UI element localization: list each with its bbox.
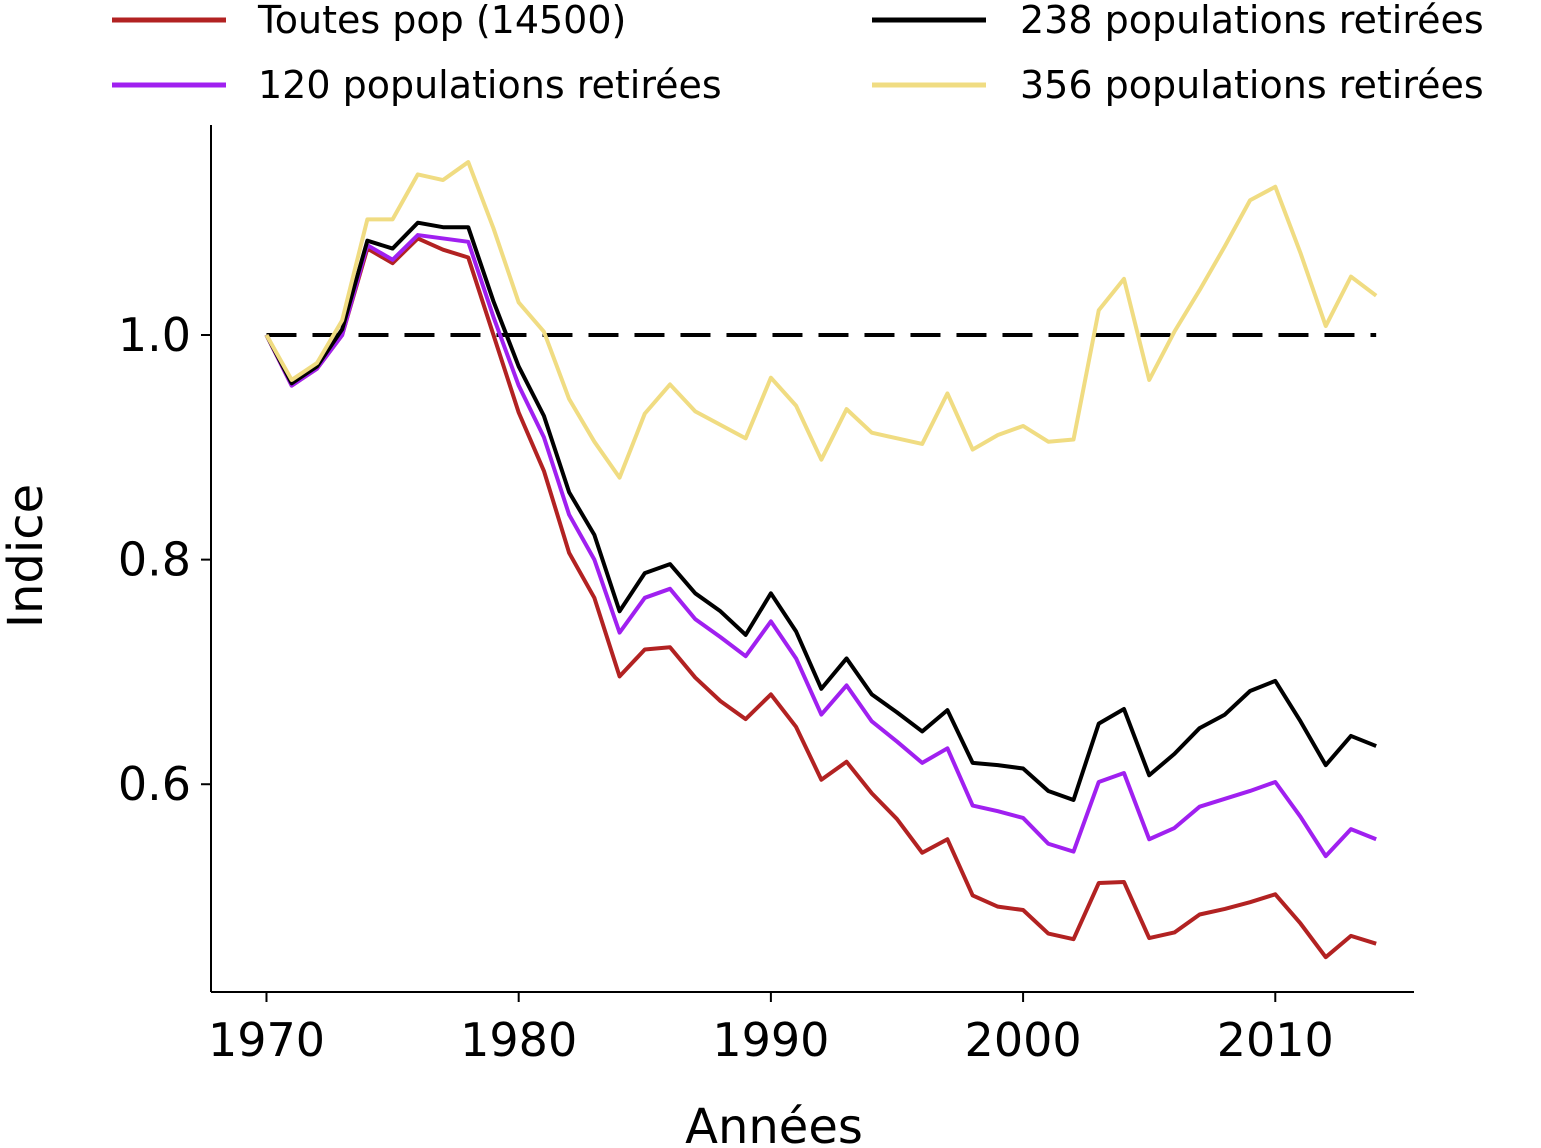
legend: Toutes pop (14500) 120 populations retir… bbox=[112, 0, 1484, 107]
series-group bbox=[264, 160, 1378, 960]
series-line-238-populations-retir-es bbox=[264, 220, 1377, 802]
x-tick-label-2000: 2000 bbox=[965, 1013, 1082, 1067]
x-tick-label-1990: 1990 bbox=[712, 1013, 829, 1067]
x-tick-label-1970: 1970 bbox=[208, 1013, 325, 1067]
y-tick-label-0.8: 0.8 bbox=[118, 533, 191, 587]
legend-item-120-retirees: 120 populations retirées bbox=[112, 63, 722, 107]
series-line-120-populations-retir-es bbox=[264, 233, 1377, 859]
legend-item-238-retirees: 238 populations retirées bbox=[872, 0, 1484, 42]
x-tick-label-2010: 2010 bbox=[1217, 1013, 1334, 1067]
legend-item-toutes-pop: Toutes pop (14500) bbox=[112, 0, 626, 42]
y-axis-ticks: 0.6 0.8 1.0 bbox=[118, 308, 211, 811]
series-line-toutes-pop-14500 bbox=[264, 236, 1377, 960]
y-tick-label-1.0: 1.0 bbox=[118, 308, 191, 362]
legend-label-toutes-pop: Toutes pop (14500) bbox=[257, 0, 626, 42]
x-axis-ticks: 1970 1980 1990 2000 2010 bbox=[208, 992, 1334, 1067]
legend-label-120-retirees: 120 populations retirées bbox=[258, 63, 722, 107]
x-axis-label: Années bbox=[685, 1099, 863, 1148]
legend-label-238-retirees: 238 populations retirées bbox=[1020, 0, 1484, 42]
legend-item-356-retirees: 356 populations retirées bbox=[872, 63, 1484, 107]
y-tick-label-0.6: 0.6 bbox=[118, 757, 191, 811]
x-tick-label-1980: 1980 bbox=[460, 1013, 577, 1067]
series-line-356-populations-retir-es bbox=[264, 160, 1378, 480]
y-axis-label: Indice bbox=[0, 484, 54, 628]
legend-label-356-retirees: 356 populations retirées bbox=[1020, 63, 1484, 107]
